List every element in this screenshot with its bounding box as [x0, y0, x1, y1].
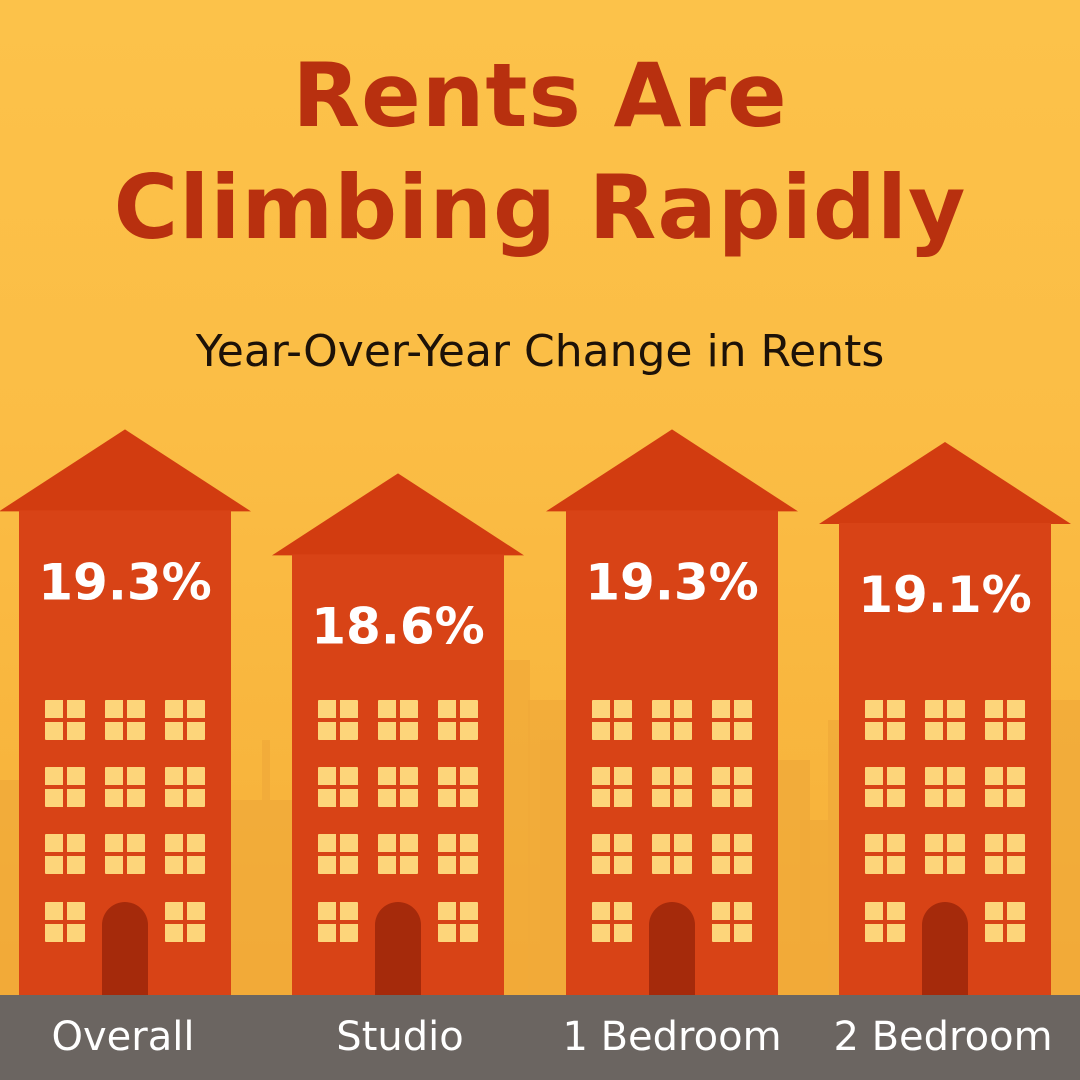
tick-label-overall: Overall — [51, 1014, 195, 1060]
window-icon — [165, 700, 205, 740]
window-icon — [105, 767, 145, 807]
window-icon — [985, 767, 1025, 807]
window-icon — [45, 767, 85, 807]
window-icon — [652, 700, 692, 740]
window-icon — [925, 700, 965, 740]
data-label: 19.3% — [38, 553, 211, 611]
skyline-block — [500, 660, 530, 995]
bar-studio: 18.6% — [272, 473, 524, 995]
tick-label-studio: Studio — [336, 1014, 464, 1060]
window-icon — [652, 767, 692, 807]
window-icon — [925, 834, 965, 874]
window-icon — [45, 700, 85, 740]
window-icon — [592, 700, 632, 740]
window-icon — [438, 902, 478, 942]
building-roof — [546, 429, 798, 512]
door-icon — [922, 902, 968, 995]
tick-label-2-bedroom: 2 Bedroom — [833, 1014, 1053, 1060]
door-icon — [102, 902, 148, 995]
window-icon — [165, 834, 205, 874]
data-label: 19.3% — [585, 553, 758, 611]
data-label: 19.1% — [858, 566, 1031, 624]
window-icon — [378, 700, 418, 740]
window-icon — [438, 767, 478, 807]
window-icon — [105, 834, 145, 874]
chart-title-line-2: Climbing Rapidly — [113, 156, 967, 259]
window-icon — [45, 834, 85, 874]
window-icon — [378, 834, 418, 874]
tick-label-1-bedroom: 1 Bedroom — [562, 1014, 782, 1060]
window-icon — [165, 902, 205, 942]
window-icon — [438, 834, 478, 874]
window-icon — [378, 767, 418, 807]
chart-title: Rents Are Climbing Rapidly — [0, 40, 1080, 264]
window-icon — [318, 902, 358, 942]
data-label: 18.6% — [311, 597, 484, 655]
window-icon — [318, 767, 358, 807]
window-icon — [985, 700, 1025, 740]
window-icon — [592, 902, 632, 942]
window-icon — [652, 834, 692, 874]
category-label-bar: Overall Studio 1 Bedroom 2 Bedroom — [0, 995, 1080, 1080]
window-icon — [712, 902, 752, 942]
window-icon — [865, 700, 905, 740]
window-icon — [592, 834, 632, 874]
bars: 19.3% 18.6% 19.3% 19.1% — [0, 429, 1071, 995]
window-icon — [712, 767, 752, 807]
window-icon — [105, 700, 145, 740]
window-icon — [985, 834, 1025, 874]
bar-2-bedroom: 19.1% — [819, 441, 1071, 995]
door-icon — [649, 902, 695, 995]
window-icon — [925, 767, 965, 807]
window-icon — [438, 700, 478, 740]
window-icon — [592, 767, 632, 807]
building-roof — [0, 429, 251, 512]
window-icon — [865, 767, 905, 807]
window-icon — [318, 700, 358, 740]
window-icon — [865, 902, 905, 942]
window-icon — [712, 834, 752, 874]
window-icon — [318, 834, 358, 874]
window-icon — [865, 834, 905, 874]
window-icon — [985, 902, 1025, 942]
window-icon — [45, 902, 85, 942]
bar-1-bedroom: 19.3% — [546, 429, 798, 995]
building-roof — [819, 441, 1071, 524]
skyline-block — [262, 740, 270, 800]
skyline-block — [230, 800, 300, 995]
window-icon — [712, 700, 752, 740]
window-icon — [165, 767, 205, 807]
building-roof — [272, 473, 524, 556]
chart-title-line-1: Rents Are — [292, 44, 788, 147]
bar-overall: 19.3% — [0, 429, 251, 995]
door-icon — [375, 902, 421, 995]
chart-subtitle: Year-Over-Year Change in Rents — [195, 326, 885, 377]
